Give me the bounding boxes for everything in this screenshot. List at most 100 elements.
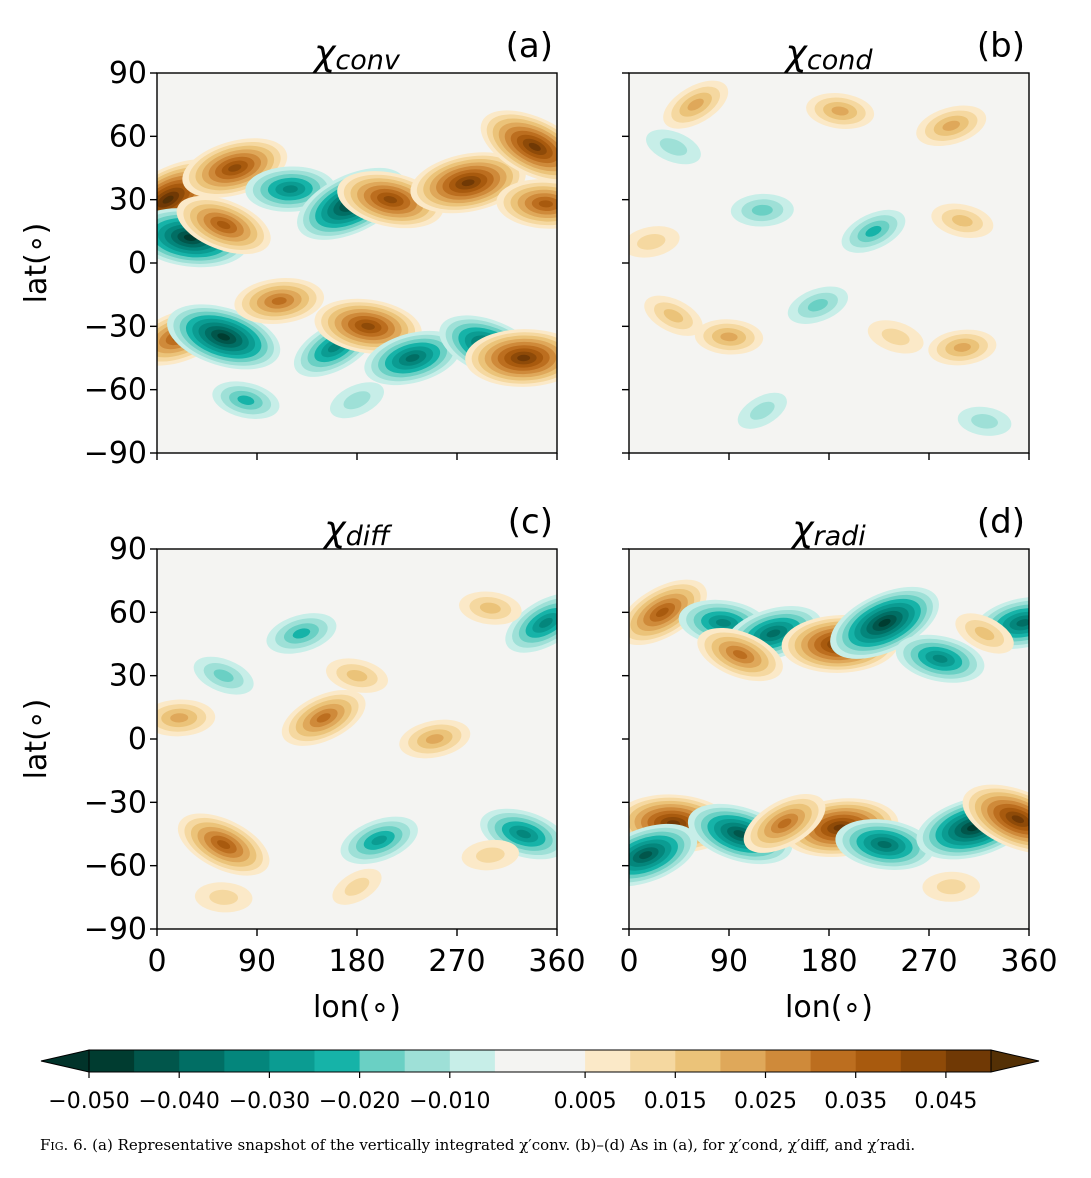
x-tick-label: 90	[710, 944, 748, 979]
colorbar-extend-low	[40, 1049, 90, 1073]
contour-feature	[932, 654, 948, 663]
colorbar-segment	[134, 1050, 180, 1072]
colorbar-segment	[224, 1050, 270, 1072]
contour-feature	[282, 185, 298, 193]
contour-feature	[217, 840, 231, 849]
contour-feature	[461, 179, 475, 187]
figure-caption: Fig. 6. (a) Representative snapshot of t…	[40, 1136, 1070, 1154]
colorbar: −0.050 −0.040 −0.030 −0.020 −0.010 0.005 0.015…	[40, 1049, 1040, 1114]
contour-feature	[974, 626, 995, 641]
colorbar-tick-label: 0.045	[914, 1089, 977, 1114]
x-tick-label: 90	[238, 944, 276, 979]
y-axis-label: lat(∘)	[19, 699, 54, 780]
contour-feature	[637, 234, 666, 250]
contour-feature	[766, 629, 781, 638]
contour-feature	[292, 628, 311, 639]
colorbar-segment	[765, 1050, 812, 1072]
panel-title: χdiff	[322, 509, 392, 552]
contour-feature	[659, 138, 688, 156]
colorbar-tick-label: −0.020	[319, 1089, 400, 1114]
colorbar-segment	[404, 1050, 451, 1072]
contour-feature	[971, 414, 998, 429]
contour-feature	[475, 847, 505, 863]
x-tick-label: 0	[619, 944, 638, 979]
y-tick-label: 30	[109, 183, 147, 218]
y-tick-label: 0	[128, 246, 147, 281]
panel-title: χconv	[312, 33, 401, 76]
contour-feature	[170, 713, 189, 723]
panel-label: (c)	[508, 502, 553, 542]
contour-feature	[371, 835, 387, 846]
y-axis-label: lat(∘)	[19, 223, 54, 304]
contour-feature	[516, 829, 531, 839]
contour-feature	[733, 830, 747, 838]
contour-feature	[209, 889, 239, 905]
colorbar-segment	[900, 1050, 947, 1072]
y-tick-label: 60	[109, 595, 147, 630]
caption-fig-label: Fig. 6.	[40, 1136, 88, 1154]
y-tick-label: −90	[84, 436, 147, 471]
contour-feature	[942, 120, 960, 131]
contour-feature	[425, 734, 444, 744]
contour-feature	[732, 650, 748, 660]
x-tick-label: 270	[428, 944, 485, 979]
contour-feature	[878, 618, 891, 627]
panel-title: χcond	[784, 33, 874, 76]
contour-feature	[831, 106, 849, 116]
contour-feature	[750, 401, 775, 420]
contour-feature	[777, 818, 792, 829]
contour-feature	[361, 322, 375, 330]
panel-label: (d)	[977, 502, 1025, 542]
colorbar-tick-label: 0.005	[554, 1089, 617, 1114]
contour-feature	[538, 200, 553, 208]
x-tick-label: 0	[147, 944, 166, 979]
colorbar-segment	[945, 1050, 992, 1072]
contour-feature	[1011, 815, 1025, 824]
colorbar-tick-label: −0.030	[229, 1089, 310, 1114]
colorbar-tick-label: −0.050	[48, 1089, 129, 1114]
contour-feature	[237, 395, 255, 405]
contour-feature	[687, 98, 704, 111]
contour-feature	[952, 215, 973, 227]
field	[629, 579, 1029, 902]
contour-feature	[517, 354, 531, 362]
contour-feature	[346, 669, 368, 682]
contour-feature	[720, 332, 738, 342]
colorbar-segment	[675, 1050, 721, 1072]
contour-feature	[383, 196, 398, 204]
panel-b: χcond (b)	[622, 26, 1030, 460]
x-tick-label: 180	[328, 944, 385, 979]
contour-feature	[162, 195, 174, 204]
y-tick-label: 0	[128, 722, 147, 757]
colorbar-segment	[720, 1050, 767, 1072]
colorbar-tick-label: −0.010	[409, 1089, 490, 1114]
y-tick-label: −30	[84, 309, 147, 344]
x-axis-label: lon(∘)	[785, 990, 873, 1025]
field	[157, 110, 557, 420]
colorbar-segment	[179, 1050, 225, 1072]
x-tick-label: 360	[1000, 944, 1057, 979]
colorbar-segment	[810, 1050, 857, 1072]
colorbar-segment	[855, 1050, 902, 1072]
colorbar-tick-label: 0.025	[734, 1089, 797, 1114]
y-tick-label: 90	[109, 532, 147, 567]
colorbar-segment	[494, 1050, 586, 1072]
colorbar-segment	[89, 1050, 135, 1072]
contour-feature	[663, 309, 684, 323]
contour-feature	[271, 297, 287, 305]
contour-feature	[528, 142, 541, 151]
x-tick-label: 180	[800, 944, 857, 979]
colorbar-tick-label: −0.040	[138, 1089, 219, 1114]
contour-feature	[655, 607, 669, 618]
contour-feature	[953, 342, 971, 352]
field	[629, 80, 1012, 436]
contour-feature	[213, 669, 234, 682]
contour-feature	[1016, 619, 1029, 627]
contour-feature	[865, 225, 882, 237]
panel-title: χradi	[790, 509, 866, 552]
panel-label: (b)	[977, 26, 1025, 66]
contour-feature	[881, 328, 910, 346]
contour-feature	[639, 851, 653, 860]
contour-feature	[228, 164, 242, 172]
